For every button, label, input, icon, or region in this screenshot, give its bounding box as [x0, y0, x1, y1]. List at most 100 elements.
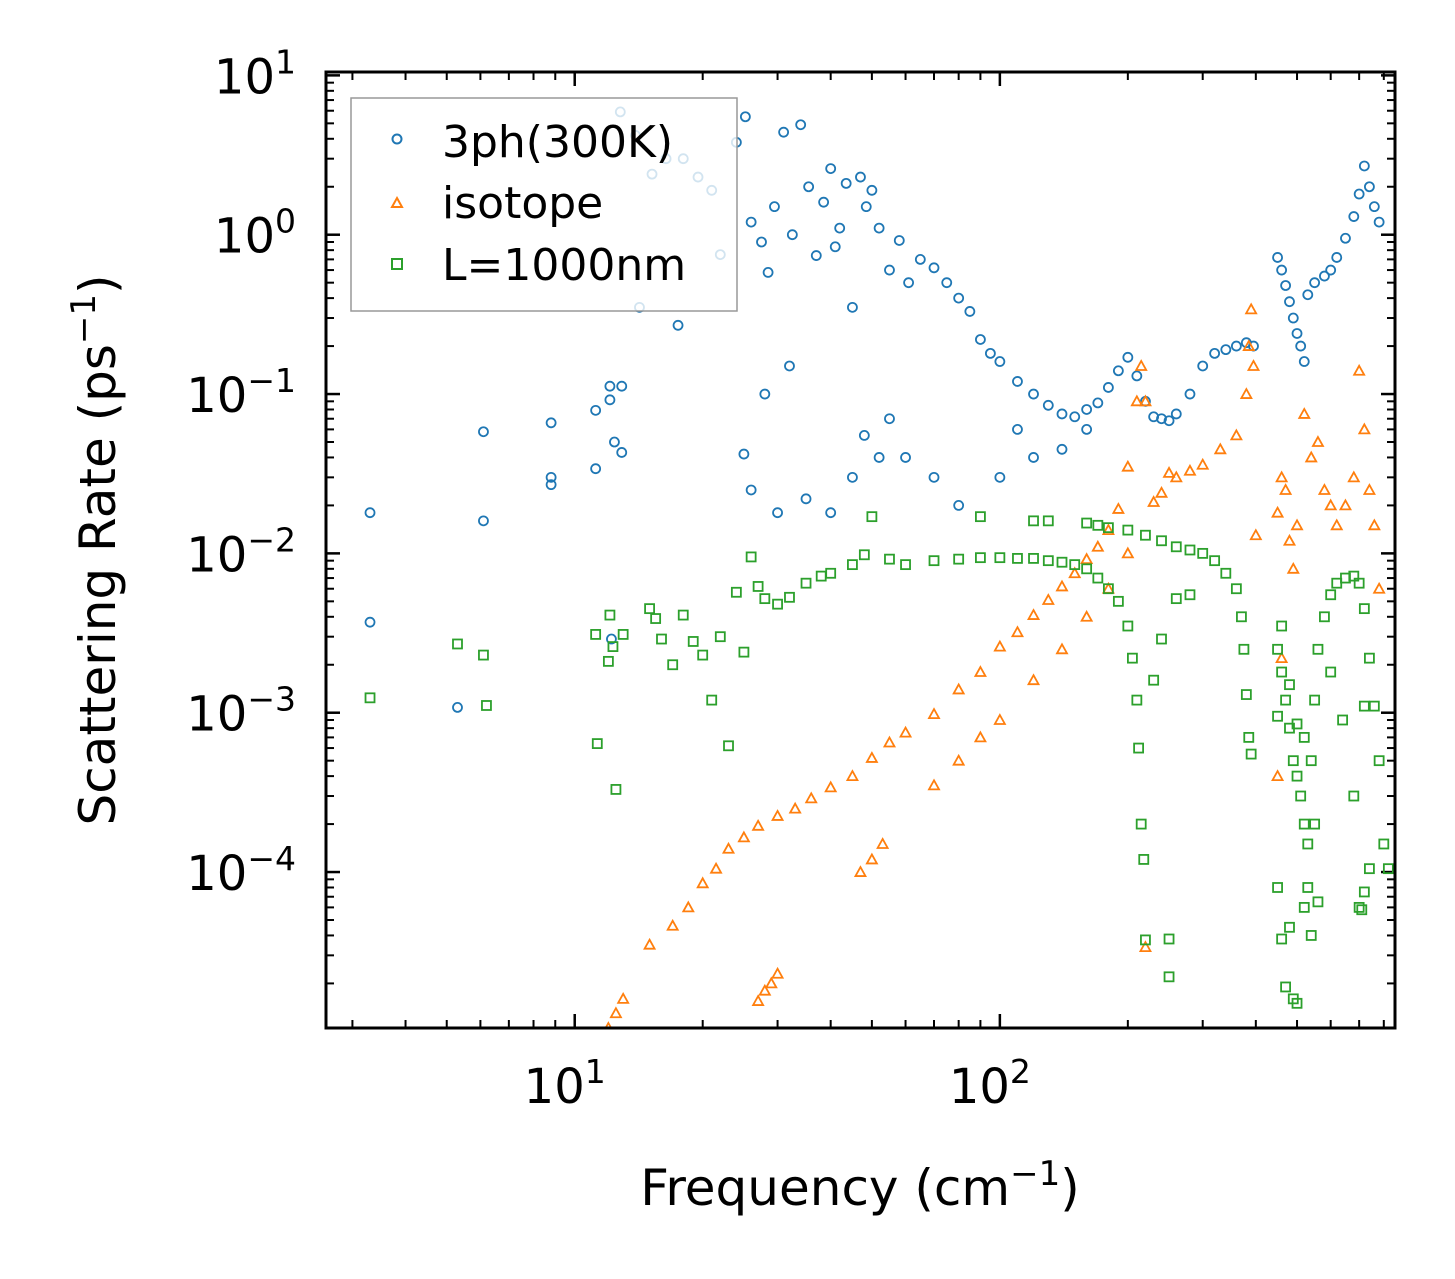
point-l1000 — [1220, 567, 1232, 579]
legend-label-3ph: 3ph(300K) — [442, 117, 673, 168]
point-3ph — [994, 356, 1006, 367]
point-3ph — [829, 241, 841, 253]
point-l1000 — [1092, 572, 1104, 584]
point-3ph — [1295, 340, 1307, 352]
point-l1000 — [1276, 620, 1288, 632]
point-l1000 — [1140, 934, 1151, 946]
point-l1000 — [714, 631, 726, 643]
point-l1000 — [1148, 674, 1160, 686]
point-3ph — [1340, 232, 1351, 244]
point-l1000 — [1312, 896, 1324, 908]
point-3ph — [738, 448, 750, 460]
series-0 — [364, 106, 1385, 713]
point-3ph — [847, 301, 858, 313]
point-l1000 — [1276, 666, 1288, 678]
plot-area — [364, 106, 1394, 1028]
point-3ph — [1012, 423, 1023, 435]
major-ticks — [326, 72, 1395, 1028]
point-isotope — [1134, 359, 1148, 371]
point-l1000 — [1353, 577, 1365, 589]
point-3ph — [1373, 216, 1385, 228]
point-l1000 — [1135, 818, 1147, 830]
point-isotope — [1239, 387, 1253, 399]
point-isotope — [882, 735, 897, 748]
point-3ph — [1302, 289, 1314, 301]
point-isotope — [952, 753, 966, 766]
point-3ph — [893, 235, 905, 246]
point-3ph — [834, 222, 846, 234]
point-3ph — [1042, 399, 1054, 411]
point-3ph — [1331, 252, 1343, 263]
point-l1000 — [772, 598, 783, 610]
x-tick-label-exp: 2 — [1010, 1052, 1031, 1091]
y-tick-label: 10−3 — [186, 680, 296, 743]
series-1 — [604, 302, 1386, 1028]
legend: 3ph(300K) isotope L=1000nm — [350, 97, 738, 312]
point-3ph — [1287, 312, 1299, 324]
point-l1000 — [1358, 603, 1370, 615]
point-l1000 — [1122, 524, 1134, 536]
point-3ph — [616, 380, 628, 392]
point-isotope — [1068, 566, 1082, 579]
point-3ph — [1081, 404, 1093, 415]
point-l1000 — [1170, 593, 1182, 605]
point-l1000 — [1295, 790, 1307, 802]
y-axis-label: Scattering Rate (ps−1) — [64, 274, 127, 825]
point-isotope — [973, 730, 987, 743]
point-l1000 — [1245, 748, 1257, 760]
point-isotope — [1367, 518, 1381, 531]
point-isotope — [993, 713, 1007, 725]
point-isotope — [1271, 505, 1285, 518]
y-tick-label-exp: 0 — [275, 202, 296, 241]
x-axis-label-end: ) — [1060, 1159, 1080, 1217]
point-isotope — [616, 991, 630, 1004]
point-isotope — [1111, 502, 1125, 514]
point-3ph — [1319, 270, 1330, 282]
point-isotope — [899, 725, 913, 738]
point-isotope — [1091, 539, 1105, 552]
point-3ph — [1298, 356, 1310, 367]
y-tick-label: 10−1 — [186, 361, 296, 424]
point-isotope — [609, 1006, 623, 1019]
point-3ph — [984, 347, 996, 359]
point-3ph — [866, 184, 878, 196]
point-3ph — [1170, 408, 1182, 420]
point-l1000 — [1378, 838, 1390, 850]
point-3ph — [858, 430, 870, 441]
point-l1000 — [1028, 515, 1039, 527]
x-tick-label-base: 10 — [949, 1059, 1010, 1115]
point-l1000 — [1236, 611, 1247, 623]
point-l1000 — [364, 692, 376, 704]
point-l1000 — [1364, 652, 1375, 664]
point-isotope — [927, 707, 941, 720]
point-l1000 — [1138, 854, 1150, 865]
point-l1000 — [738, 646, 750, 658]
point-l1000 — [1325, 666, 1337, 678]
point-l1000 — [1230, 583, 1242, 595]
point-l1000 — [1280, 981, 1292, 993]
y-tick-label: 100 — [214, 202, 296, 265]
point-l1000 — [1358, 886, 1370, 898]
point-3ph — [953, 500, 965, 511]
point-l1000 — [1209, 555, 1221, 567]
point-3ph — [975, 334, 986, 345]
legend-label-l1000: L=1000nm — [442, 240, 686, 291]
point-l1000 — [1184, 544, 1196, 556]
data-points — [364, 106, 1394, 1028]
point-3ph — [803, 181, 815, 193]
point-3ph — [1284, 296, 1295, 308]
point-isotope — [1121, 459, 1135, 472]
point-isotope — [709, 861, 723, 874]
point-l1000 — [481, 700, 492, 711]
point-l1000 — [1163, 933, 1175, 945]
point-l1000 — [697, 649, 709, 661]
point-l1000 — [1280, 694, 1292, 706]
point-3ph — [739, 111, 751, 123]
legend-marker-3ph — [391, 133, 403, 145]
point-l1000 — [706, 694, 718, 706]
y-tick-label-exp: −1 — [247, 361, 296, 400]
point-3ph — [1092, 397, 1104, 409]
point-l1000 — [1356, 904, 1368, 916]
point-3ph — [884, 264, 895, 276]
point-l1000 — [1092, 519, 1104, 531]
